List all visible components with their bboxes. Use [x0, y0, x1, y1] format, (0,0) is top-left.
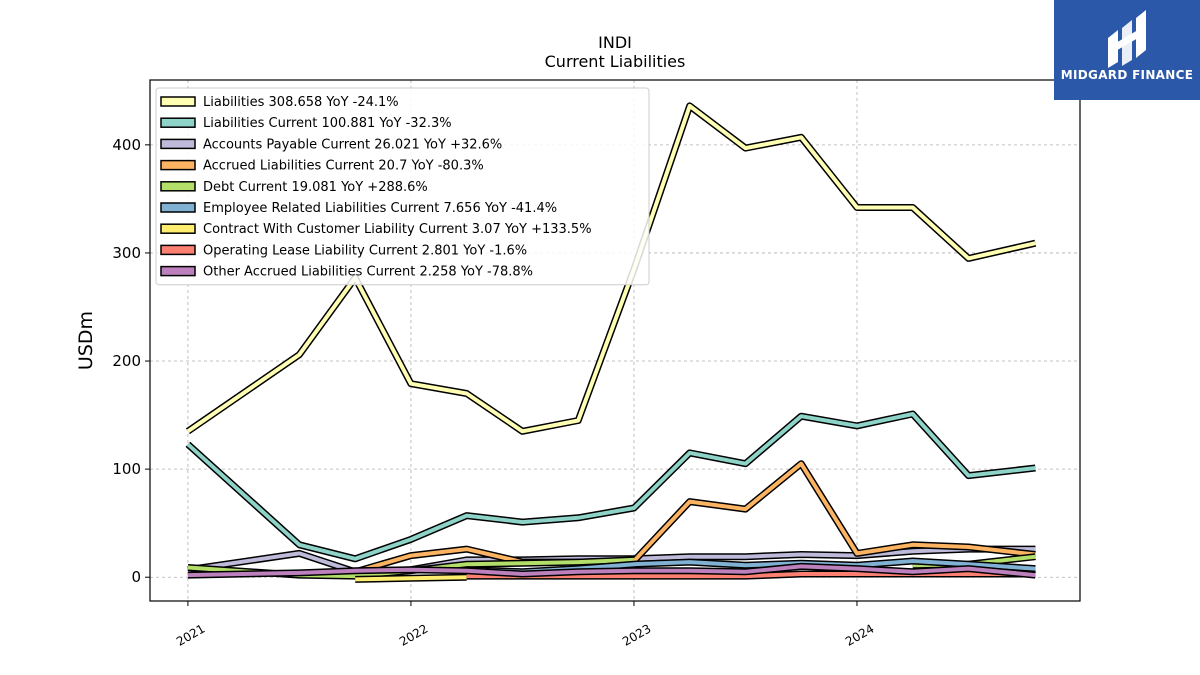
x-tick-label: 2023 — [620, 621, 653, 648]
chart-subtitle: Current Liabilities — [544, 52, 686, 71]
series-line — [186, 412, 1036, 561]
plot-frame — [149, 79, 1081, 602]
legend-swatch — [160, 96, 196, 107]
legend-label: Debt Current 19.081 YoY +288.6% — [203, 180, 428, 195]
series-line — [187, 564, 1036, 578]
legend-swatch — [160, 223, 196, 234]
legend-swatch — [160, 244, 196, 256]
legend-label: Other Accrued Liabilities Current 2.258 … — [203, 265, 533, 280]
legend-label: Operating Lease Liability Current 2.801 … — [203, 243, 527, 258]
legend-label: Accrued Liabilities Current 20.7 YoY -80… — [203, 159, 484, 174]
y-tick-label: 100 — [112, 460, 141, 478]
legend-swatch — [160, 202, 196, 213]
series-line — [354, 461, 1036, 574]
y-tick-label: 400 — [112, 136, 141, 154]
x-tick-label: 2021 — [174, 621, 207, 648]
legend-swatch — [160, 117, 196, 128]
legend-swatch — [160, 138, 196, 150]
y-tick-label: 200 — [112, 352, 141, 370]
legend-label: Accounts Payable Current 26.021 YoY +32.… — [203, 137, 502, 152]
legend-label: Employee Related Liabilities Current 7.6… — [203, 201, 557, 216]
x-tick-label: 2022 — [397, 621, 430, 648]
legend-label: Liabilities Current 100.881 YoY -32.3% — [203, 116, 452, 131]
legend-box — [155, 87, 650, 286]
y-axis-label: USDm — [75, 311, 97, 370]
legend-swatch — [160, 181, 196, 192]
y-tick-label: 0 — [131, 568, 141, 586]
y-tick-label: 300 — [112, 244, 141, 262]
legend-swatch — [160, 265, 196, 277]
legend-swatch — [160, 159, 196, 171]
legend-label: Contract With Customer Liability Current… — [203, 222, 592, 237]
series-outline — [185, 410, 1036, 563]
brand-logo: MIDGARD FINANCE — [1054, 0, 1200, 100]
chart-title: INDI — [598, 33, 632, 52]
brand-name: MIDGARD FINANCE — [1060, 68, 1194, 82]
legend-label: Liabilities 308.658 YoY -24.1% — [203, 95, 399, 110]
midgard-logo-icon — [1108, 10, 1146, 68]
series-line — [355, 575, 467, 582]
x-tick-label: 2024 — [843, 621, 876, 648]
